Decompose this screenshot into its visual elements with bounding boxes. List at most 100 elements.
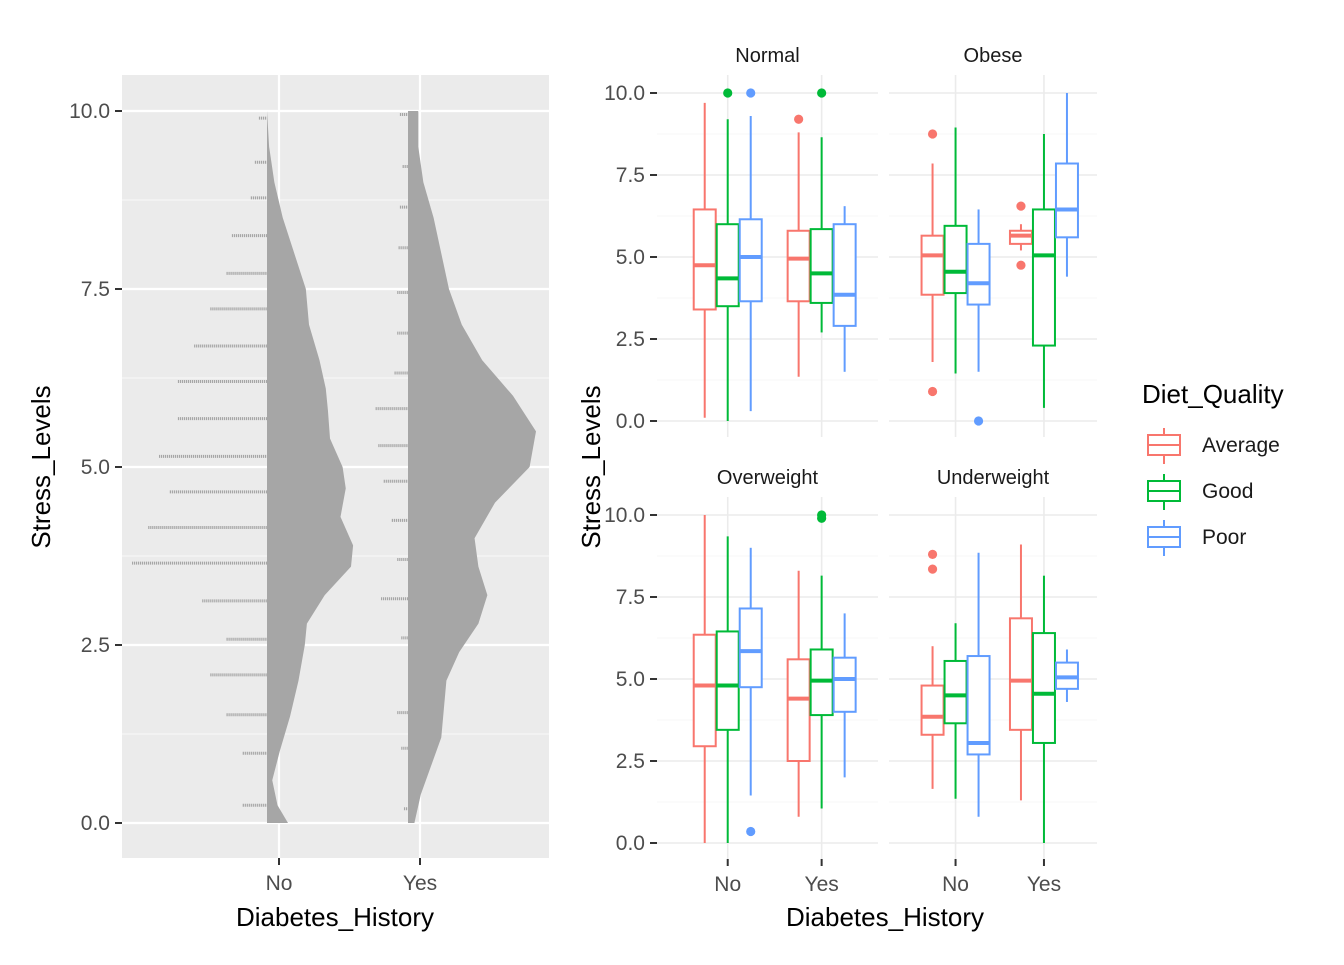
legend-item-label: Average [1202, 434, 1280, 457]
raincloud-y-tick-label: 7.5 [81, 278, 110, 301]
facet-normal: Normal 0.0 2.5 5.0 7.5 10.0 [604, 45, 878, 437]
facet-y-tick-label: 0.0 [616, 832, 645, 855]
facet-overweight: Overweight 0.0 2.5 5.0 7.5 10.0 No Yes [604, 467, 878, 896]
raincloud-x-tick-labels: No Yes [266, 858, 437, 895]
box-outlier-point [927, 386, 938, 397]
box-body [832, 656, 857, 713]
box-body [692, 633, 717, 748]
facet-y-tick-label: 10.0 [604, 82, 645, 105]
box-no-average [920, 549, 945, 789]
box-body [786, 229, 811, 303]
legend-item-label: Poor [1202, 526, 1246, 549]
box-body [943, 659, 968, 725]
box-no-good [715, 88, 740, 421]
legend-item-average: Average [1147, 428, 1280, 464]
legend-items: Average Good Poor [1147, 428, 1280, 556]
facet-y-tick-label: 5.0 [616, 246, 645, 269]
facet-y-tick-label: 10.0 [604, 504, 645, 527]
legend: Diet_Quality Average Good Poor [1142, 379, 1284, 556]
facet-x-tick-label: Yes [805, 873, 839, 896]
facet-background [889, 75, 1097, 437]
box-no-good [943, 127, 968, 374]
boxplot-facets: Normal 0.0 2.5 5.0 7.5 10.0 Obese Overweight 0.0… [604, 45, 1097, 896]
box-no-poor [738, 547, 763, 837]
box-outlier-point [817, 510, 827, 520]
box-yes-poor [832, 206, 857, 372]
box-body [715, 630, 740, 731]
boxplot-x-axis-title: Diabetes_History [786, 902, 984, 932]
box-outlier-point [1016, 201, 1026, 211]
facet-strip-title: Normal [735, 45, 799, 67]
cloud-density-no [267, 111, 354, 823]
box-body [832, 223, 857, 327]
facet-underweight: Underweight No Yes [889, 467, 1097, 896]
box-yes-average [786, 114, 811, 377]
box-outlier-point [746, 826, 756, 837]
box-body [715, 223, 740, 308]
raincloud-x-tick-label: No [266, 872, 293, 895]
box-body [920, 234, 945, 296]
legend-title: Diet_Quality [1142, 379, 1284, 409]
box-body [692, 208, 717, 311]
box-yes-poor [832, 613, 857, 778]
facet-x-tick-label: No [714, 873, 741, 896]
raincloud-y-tick-label: 0.0 [81, 812, 110, 835]
facet-strip-title: Overweight [717, 467, 819, 489]
box-body [1008, 617, 1033, 731]
facet-y-tick-label: 7.5 [616, 164, 645, 187]
raincloud-y-tick-label: 5.0 [81, 456, 110, 479]
box-no-average [920, 129, 945, 397]
rain-points-yes [375, 113, 408, 811]
box-body [738, 607, 763, 689]
box-body [966, 655, 991, 756]
box-outlier-point [723, 88, 733, 98]
box-body [786, 658, 811, 763]
box-outlier-point [746, 88, 756, 98]
facet-strip-title: Obese [964, 45, 1023, 67]
box-body [1031, 632, 1056, 744]
box-outlier-point [817, 88, 827, 98]
facet-y-tick-label: 7.5 [616, 586, 645, 609]
box-no-poor [966, 209, 991, 426]
raincloud-panel: 0.02.55.07.510.0 No Yes Diabetes_History … [26, 75, 549, 932]
cloud-density-yes [408, 111, 536, 823]
box-no-good [943, 623, 968, 799]
box-outlier-point [973, 416, 984, 426]
box-body [738, 218, 763, 303]
raincloud-marks [132, 111, 536, 823]
facet-y-tick-label: 2.5 [616, 328, 645, 351]
box-no-average [692, 515, 717, 843]
raincloud-x-tick-label: Yes [403, 872, 437, 895]
raincloud-y-tick-label: 10.0 [69, 100, 110, 123]
box-body [920, 684, 945, 736]
raincloud-y-axis-title: Stress_Levels [26, 385, 56, 548]
facet-y-tick-label: 2.5 [616, 750, 645, 773]
box-body [966, 242, 991, 306]
facet-x-tick-label: No [942, 873, 969, 896]
facet-y-tick-label: 5.0 [616, 668, 645, 691]
box-no-poor [966, 552, 991, 817]
box-yes-poor [1054, 93, 1079, 277]
box-no-poor [738, 88, 763, 412]
box-yes-average [1008, 544, 1033, 801]
box-body [943, 224, 968, 295]
raincloud-y-tick-labels: 0.0 2.5 5.0 7.5 10.0 [69, 100, 122, 835]
box-outlier-point [794, 114, 804, 124]
facet-strip-title: Underweight [937, 467, 1050, 489]
box-body [1054, 162, 1079, 239]
boxplot-panel: Normal 0.0 2.5 5.0 7.5 10.0 Obese Overweight 0.0… [576, 45, 1284, 932]
box-yes-average [786, 570, 811, 817]
legend-item-poor: Poor [1147, 520, 1246, 556]
box-outlier-point [1016, 260, 1026, 270]
box-body [809, 228, 834, 304]
legend-item-label: Good [1202, 480, 1253, 503]
box-yes-good [1031, 134, 1056, 408]
raincloud-x-axis-title: Diabetes_History [236, 902, 434, 932]
box-body [1031, 208, 1056, 347]
box-outlier-point [927, 564, 938, 574]
facet-x-tick-label: Yes [1027, 873, 1061, 896]
facet-y-tick-label: 0.0 [616, 410, 645, 433]
facet-obese: Obese [889, 45, 1097, 437]
